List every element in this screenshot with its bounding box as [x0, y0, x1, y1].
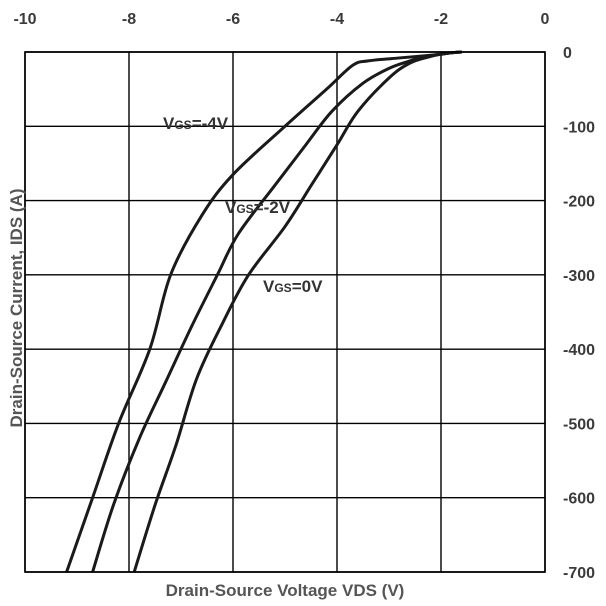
series-line-2: [132, 50, 462, 573]
x-axis-title: Drain-Source Voltage VDS (V): [166, 581, 405, 600]
curve-label-main: V: [263, 277, 275, 296]
series-line-1: [91, 50, 462, 573]
y-tick-label: -500: [563, 416, 595, 433]
y-axis-title: Drain-Source Current, IDS (A): [7, 189, 26, 428]
curve-label-main: V: [163, 114, 175, 133]
x-tick-labels: -10 -8 -6 -4 -2 0: [13, 11, 549, 28]
curve-label-subscript: GS: [174, 118, 191, 132]
y-tick-label: -200: [563, 194, 595, 211]
x-tick-label: 0: [541, 11, 550, 28]
plot-frame: [24, 51, 546, 573]
series-line-0: [65, 50, 462, 573]
curve-label-value: =0V: [292, 277, 323, 296]
x-tick-label: -6: [226, 11, 240, 28]
y-tick-label: -700: [563, 565, 595, 582]
x-tick-label: -10: [13, 11, 36, 28]
curve-label-value: =-4V: [192, 114, 229, 133]
grid: [24, 51, 546, 573]
y-tick-label: 0: [563, 45, 572, 62]
curve-label-subscript: GS: [274, 281, 291, 295]
y-tick-labels: 0 -100 -200 -300 -400 -500 -600 -700: [563, 45, 595, 582]
x-tick-label: -8: [122, 11, 136, 28]
curve-label-subscript: GS: [236, 202, 253, 216]
y-tick-label: -300: [563, 268, 595, 285]
x-tick-label: -4: [330, 11, 344, 28]
curve-label: VGS=-4V: [163, 114, 229, 133]
y-tick-label: -100: [563, 119, 595, 136]
curve-label-main: V: [225, 198, 237, 217]
curve-label-value: =-2V: [254, 198, 291, 217]
curve-label: VGS=0V: [263, 277, 323, 296]
y-tick-label: -400: [563, 342, 595, 359]
x-tick-label: -2: [434, 11, 448, 28]
curves: [65, 50, 462, 573]
y-tick-label: -600: [563, 491, 595, 508]
curve-label: VGS=-2V: [225, 198, 291, 217]
